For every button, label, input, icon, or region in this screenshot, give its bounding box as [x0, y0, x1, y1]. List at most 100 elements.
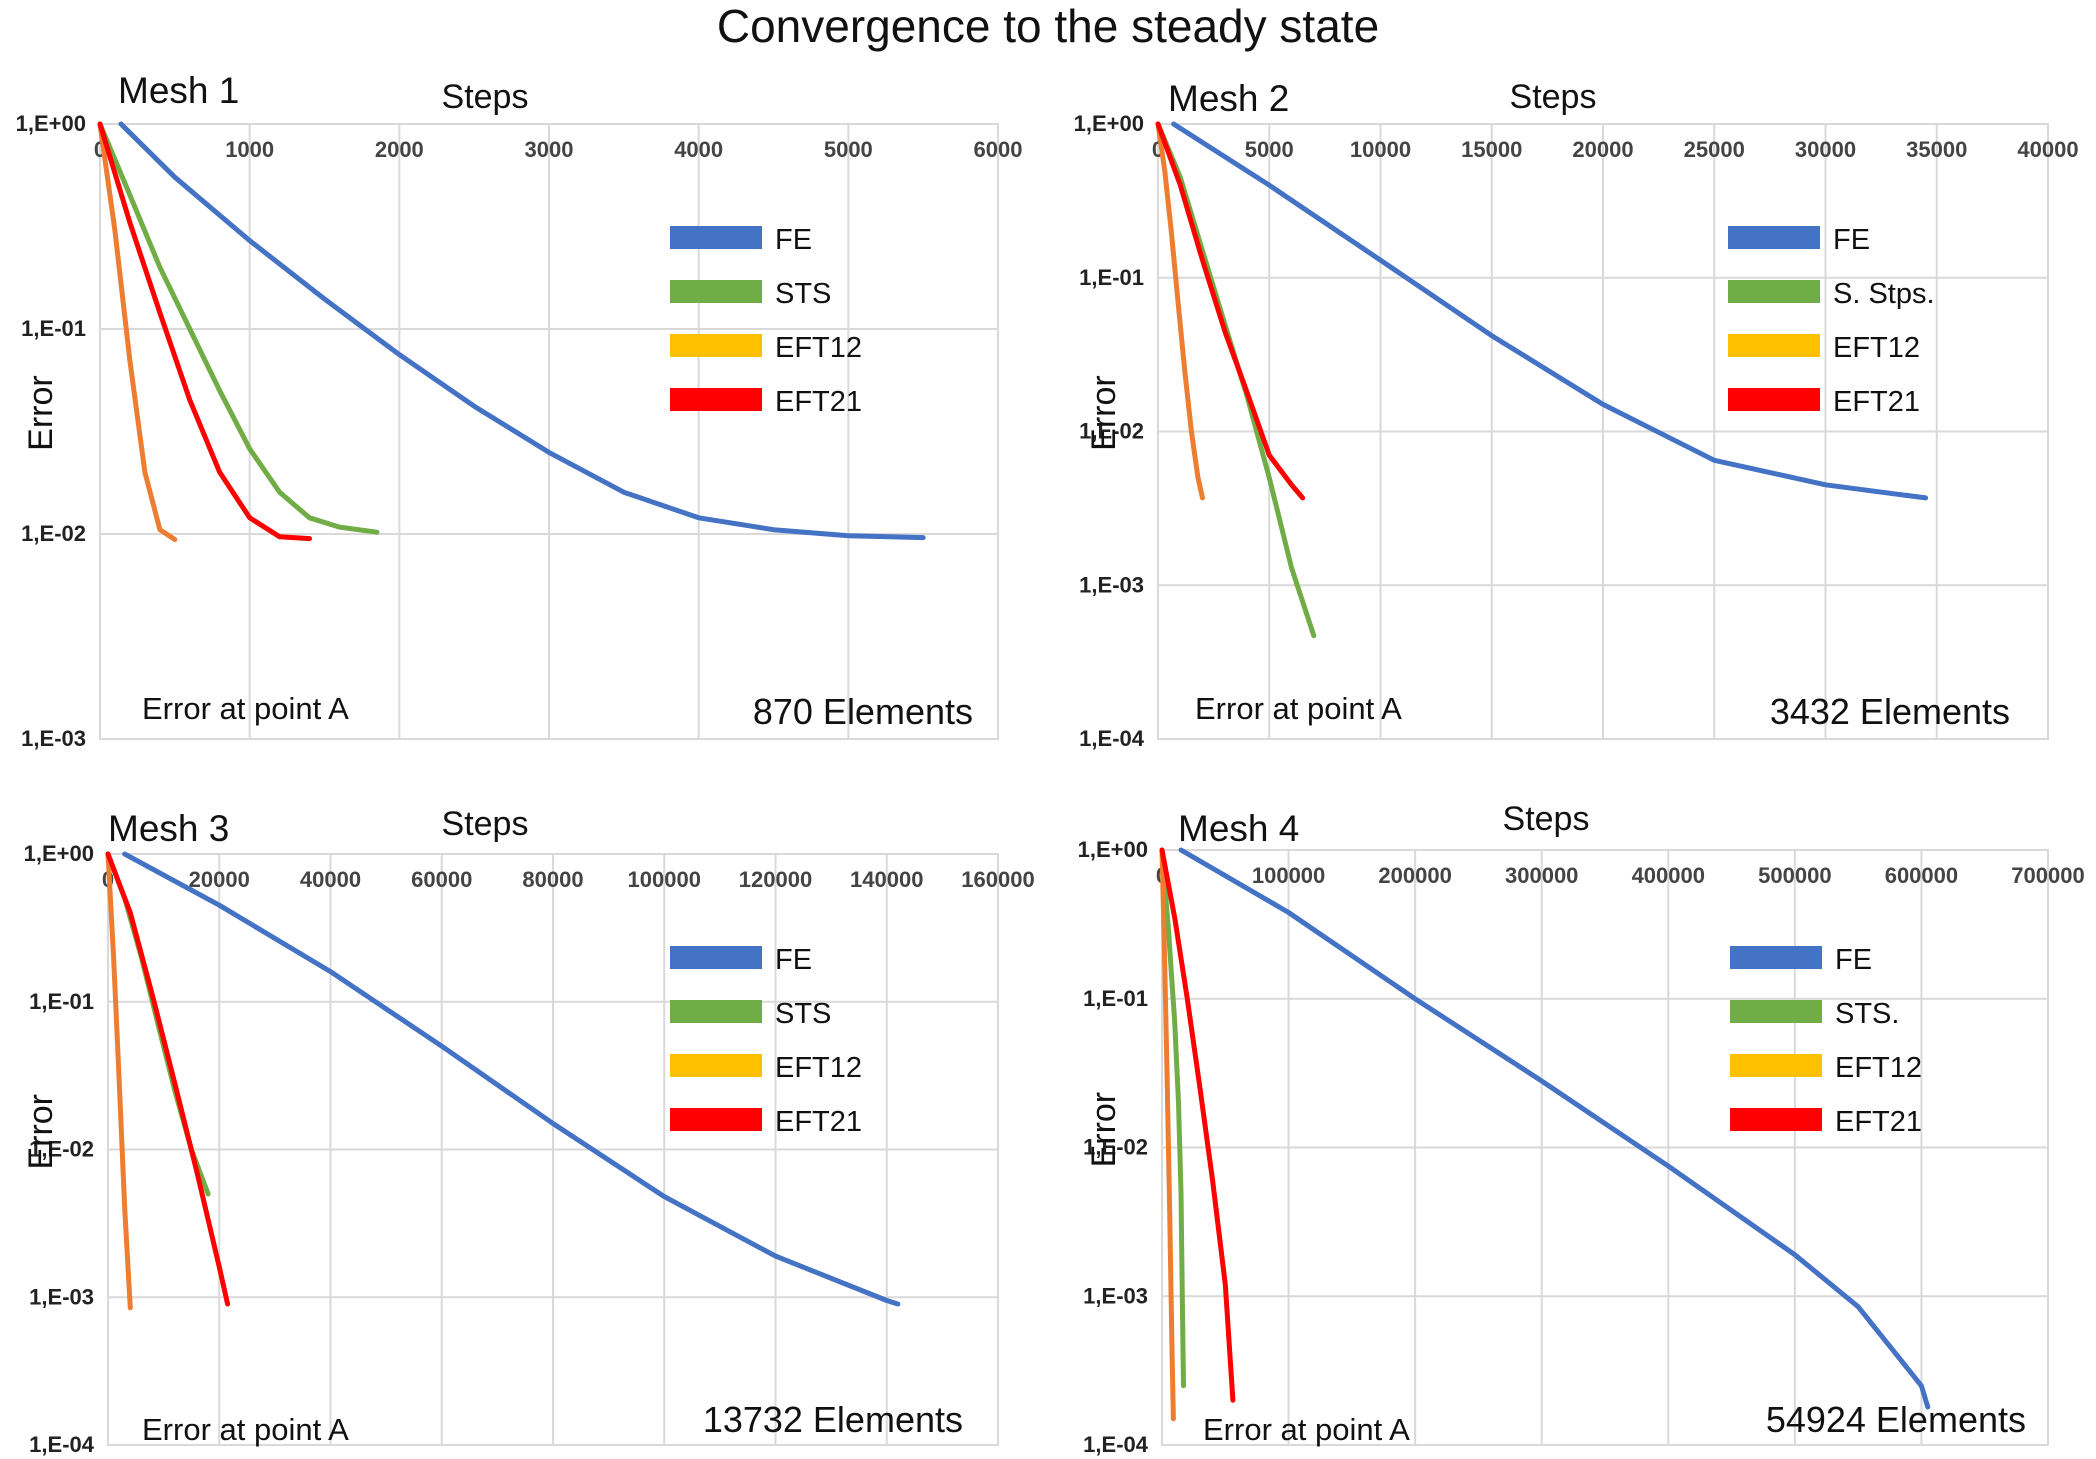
legend-label: EFT12 [1835, 1052, 1922, 1084]
y-tick-label: 1,E-03 [29, 1284, 94, 1309]
x-tick-label: 20000 [189, 867, 250, 892]
legend-label: EFT21 [775, 386, 862, 418]
x-tick-label: 100000 [1252, 863, 1325, 888]
x-axis-title: Steps [442, 78, 529, 116]
y-tick-label: 1,E-04 [1079, 726, 1145, 751]
x-tick-label: 40000 [300, 867, 361, 892]
legend-swatch [1728, 388, 1820, 411]
series-line-eft12-line [1155, 121, 1205, 501]
y-tick-label: 1,E-03 [1083, 1283, 1148, 1308]
legend-swatch [1730, 946, 1822, 969]
x-axis-title: Steps [442, 805, 529, 843]
chart-panel-3: 0 20000 40000 60000 80000 100000 120000 140000 1… [22, 805, 1035, 1457]
y-axis-title: Error [22, 1094, 60, 1170]
x-tick-label: 5000 [1245, 137, 1294, 162]
chart-panel-2: 0 5000 10000 15000 20000 25000 30000 35000 40000… [1074, 78, 2079, 751]
mesh-label: Mesh 1 [118, 70, 239, 111]
legend-swatch [1728, 280, 1820, 303]
y-tick-label: 1,E+00 [16, 111, 86, 136]
x-tick-label: 40000 [2017, 137, 2078, 162]
legend-swatch [1730, 1054, 1822, 1077]
y-tick-label: 1,E-03 [21, 726, 86, 751]
y-tick-label: 1,E-02 [1079, 419, 1144, 444]
legend-label: EFT21 [1835, 1106, 1922, 1138]
series-line-eft12-line [1159, 847, 1176, 1422]
elements-count: 54924 Elements [1766, 1399, 2026, 1440]
legend-label: S. Stps. [1833, 278, 1935, 310]
x-tick-label: 1000 [225, 137, 274, 162]
x-tick-label: 160000 [961, 867, 1034, 892]
mesh-label: Mesh 4 [1178, 808, 1299, 849]
y-axis-title: Error [1085, 1092, 1123, 1168]
legend-swatch [1728, 226, 1820, 249]
series-line-eft21 [97, 121, 312, 542]
y-tick-label: 1,E+00 [1074, 111, 1144, 136]
x-axis-title: Steps [1503, 800, 1590, 838]
y-tick-label: 1,E+00 [24, 841, 94, 866]
x-tick-label: 700000 [2011, 863, 2084, 888]
x-tick-label: 35000 [1906, 137, 1967, 162]
series-line-eft12-line [97, 121, 178, 542]
point-note: Error at point A [142, 1412, 349, 1447]
x-tick-label: 200000 [1378, 863, 1451, 888]
y-tick-label: 1,E-04 [1083, 1432, 1149, 1457]
mesh-label: Mesh 2 [1168, 78, 1289, 119]
mesh-label: Mesh 3 [108, 808, 229, 849]
x-tick-label: 30000 [1795, 137, 1856, 162]
elements-count: 870 Elements [753, 691, 973, 732]
elements-count: 13732 Elements [703, 1399, 963, 1440]
legend-label: FE [775, 224, 812, 256]
series-line-sts [97, 121, 380, 535]
legend-swatch [670, 1054, 762, 1077]
legend-label: FE [1833, 224, 1870, 256]
x-tick-label: 3000 [525, 137, 574, 162]
legend-label: EFT12 [775, 1052, 862, 1084]
x-tick-label: 10000 [1350, 137, 1411, 162]
y-tick-label: 1,E-03 [1079, 572, 1144, 597]
legend-swatch [670, 946, 762, 969]
series-line-fe [1171, 121, 1929, 501]
x-tick-label: 25000 [1684, 137, 1745, 162]
legend-label: EFT12 [775, 332, 862, 364]
x-tick-label: 15000 [1461, 137, 1522, 162]
y-tick-label: 1,E-02 [29, 1137, 94, 1162]
x-tick-label: 5000 [824, 137, 873, 162]
series-line-fe [118, 121, 926, 541]
legend-label: FE [775, 944, 812, 976]
y-tick-label: 1,E-01 [1083, 986, 1148, 1011]
chart-panel-4: 0 100000 200000 300000 400000 500000 600000 700… [1078, 800, 2085, 1457]
legend-swatch [670, 1000, 762, 1023]
point-note: Error at point A [1195, 691, 1402, 726]
series-line-fe [122, 851, 901, 1307]
legend-swatch [670, 1108, 762, 1131]
legend-label: STS [775, 998, 831, 1030]
legend-label: EFT12 [1833, 332, 1920, 364]
x-tick-label: 500000 [1758, 863, 1831, 888]
legend-swatch [670, 334, 762, 357]
figure-title: Convergence to the steady state [717, 0, 1379, 52]
legend-label: EFT21 [1833, 386, 1920, 418]
y-tick-label: 1,E-01 [29, 989, 94, 1014]
y-tick-label: 1,E-04 [29, 1432, 95, 1457]
legend-label: EFT21 [775, 1106, 862, 1138]
y-tick-label: 1,E-01 [1079, 265, 1144, 290]
series-line-eft21 [1155, 121, 1306, 501]
y-tick-label: 1,E-02 [1083, 1135, 1148, 1160]
x-tick-label: 140000 [850, 867, 923, 892]
elements-count: 3432 Elements [1770, 691, 2010, 732]
y-tick-label: 1,E-01 [21, 316, 86, 341]
y-axis-title: Error [1085, 375, 1123, 451]
point-note: Error at point A [142, 691, 349, 726]
series-line-fe [1178, 847, 1931, 1410]
x-tick-label: 300000 [1505, 863, 1578, 888]
legend-swatch [670, 388, 762, 411]
legend-swatch [1728, 334, 1820, 357]
legend-label: FE [1835, 944, 1872, 976]
x-tick-label: 400000 [1632, 863, 1705, 888]
x-tick-label: 6000 [974, 137, 1023, 162]
x-axis-title: Steps [1510, 78, 1597, 116]
legend-swatch [1730, 1108, 1822, 1131]
series-line-sts [1159, 847, 1186, 1389]
y-tick-label: 1,E+00 [1078, 837, 1148, 862]
